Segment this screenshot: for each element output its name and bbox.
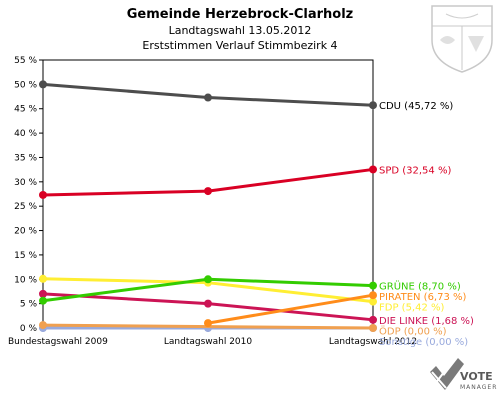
y-tick-label: 0 % [20,324,38,334]
data-point-gruene [39,296,47,305]
series-lines [39,80,377,332]
data-point-spd [369,165,377,174]
data-point-cdu [204,93,212,102]
data-point-spd [204,187,212,196]
series-label-piraten: PIRATEN (6,73 %) [379,292,467,303]
series-label-oedp: ÖDP (0,00 %) [379,324,447,337]
y-axis: 0 % 5 % 10 % 15 % 20 % 25 % 30 % 35 % 40 % 45 % 50… [14,56,43,334]
series-label-sonstige: Sonstige (0,00 %) [379,337,468,348]
data-point-gruene [204,275,212,284]
data-point-oedp [39,321,47,330]
data-point-fdp [369,297,377,306]
y-tick-label: 10 % [14,275,37,285]
series-cdu [39,80,377,110]
y-tick-label: 50 % [14,80,37,90]
y-tick-label: 15 % [14,251,37,261]
x-tick-label: Bundestagswahl 2009 [8,337,108,347]
series-die-linke [39,289,377,324]
series-gruene [39,275,377,305]
x-tick-label: Landtagswahl 2012 [329,337,417,347]
coat-of-arms-icon [431,5,493,73]
y-tick-label: 55 % [14,56,37,66]
x-tick-label: Landtagswahl 2010 [164,337,253,347]
chart-subtitle-district: Erststimmen Verlauf Stimmbezirk 4 [142,39,337,52]
series-spd [39,165,377,199]
data-point-cdu [369,101,377,110]
series-label-die-linke: DIE LINKE (1,68 %) [379,316,474,327]
series-label-spd: SPD (32,54 %) [379,165,451,176]
data-point-fdp [39,274,47,283]
y-tick-label: 5 % [20,300,38,310]
data-point-gruene [369,281,377,290]
data-point-die-linke [369,315,377,324]
logo-text-vote: VOTE [460,370,493,383]
series-piraten [204,291,377,328]
votemanager-logo: VOTE MANAGER [430,358,497,391]
chart-subtitle-date: Landtagswahl 13.05.2012 [169,24,312,37]
y-tick-label: 35 % [14,153,37,163]
data-point-die-linke [204,299,212,308]
series-label-gruene: GRÜNE (8,70 %) [379,280,461,293]
data-point-die-linke [39,289,47,298]
data-point-cdu [39,80,47,89]
data-point-spd [39,190,47,199]
series-label-cdu: CDU (45,72 %) [379,101,453,112]
vote-check-icon [430,358,464,390]
y-tick-label: 40 % [14,129,37,139]
y-tick-label: 25 % [14,202,37,212]
y-tick-label: 20 % [14,227,37,237]
series-label-fdp: FDP (5,42 %) [379,303,445,314]
y-tick-label: 45 % [14,105,37,115]
data-point-piraten [369,291,377,300]
y-tick-label: 30 % [14,178,37,188]
data-point-piraten [204,319,212,328]
logo-text-manager: MANAGER [460,384,497,391]
data-point-oedp [369,324,377,332]
series-line-piraten [207,293,374,325]
series-labels: CDU (45,72 %) SPD (32,54 %) GRÜNE (8,70 %)… [379,101,474,348]
chart-title: Gemeinde Herzebrock-Clarholz [127,7,353,22]
x-axis: Bundestagswahl 2009 Landtagswahl 2010 Land… [8,328,417,347]
